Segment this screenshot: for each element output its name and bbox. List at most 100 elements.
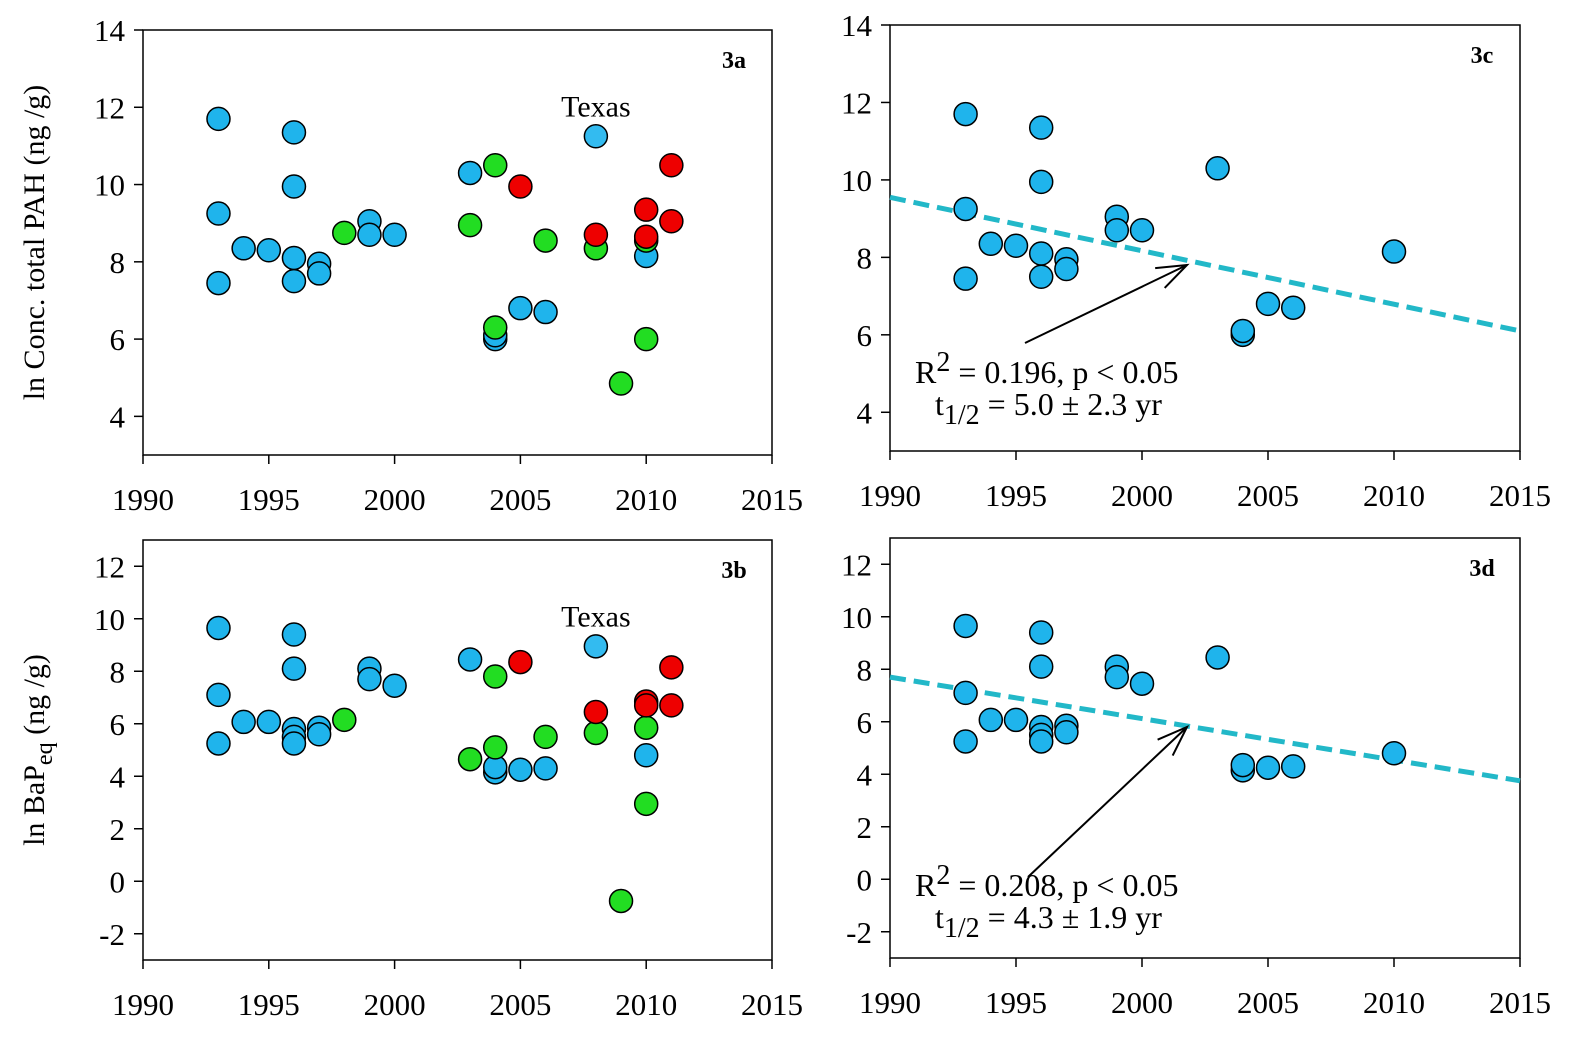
data-point: [953, 101, 978, 127]
data-point: [1028, 654, 1054, 679]
plot-frame: [142, 29, 773, 456]
data-point: [332, 707, 357, 733]
y-tick-label: 10: [841, 163, 872, 198]
data-point: [953, 196, 978, 222]
data-point: [533, 724, 558, 750]
y-tick-label: 8: [110, 245, 126, 280]
data-point: [482, 664, 508, 689]
plot-frame: [889, 24, 1521, 452]
y-axis-label: ln Conc. total PAH (ng /g): [18, 85, 51, 401]
stat-annotation-part: 2: [936, 347, 950, 378]
x-tick-label: 1995: [985, 985, 1047, 1020]
x-tick-label: 2000: [364, 987, 426, 1022]
stat-annotation-part: = 5.0 ± 2.3 yr: [988, 386, 1163, 422]
data-point: [508, 757, 533, 782]
data-point: [1129, 218, 1155, 243]
data-point: [281, 245, 307, 271]
data-point: [1104, 218, 1130, 243]
data-point: [357, 222, 382, 248]
plot-frame: [142, 539, 773, 961]
data-point: [1255, 755, 1281, 780]
data-point: [482, 735, 508, 760]
y-tick-label: 12: [94, 549, 125, 584]
data-point: [1205, 156, 1230, 181]
x-tick-label: 2005: [489, 987, 551, 1022]
data-point: [1129, 671, 1155, 696]
data-point: [533, 756, 558, 781]
data-point: [382, 673, 407, 698]
data-point: [482, 152, 508, 178]
data-point: [206, 682, 231, 708]
y-tick-label: 6: [110, 707, 126, 742]
x-tick-label: 1990: [859, 985, 921, 1020]
y-axis-label: ln BaPeq (ng /g): [18, 654, 58, 846]
data-point: [206, 201, 231, 226]
panel-label: 3d: [1469, 556, 1495, 582]
data-point: [583, 124, 609, 149]
data-point: [953, 613, 978, 639]
y-tick-label: -2: [99, 917, 125, 952]
data-point: [231, 236, 256, 261]
stat-annotation-part: R: [915, 354, 937, 390]
data-point: [608, 371, 634, 396]
data-point: [1054, 256, 1079, 282]
x-tick-label: 2015: [741, 482, 803, 517]
plot-frame: [889, 537, 1521, 959]
y-tick-label: 4: [110, 399, 126, 434]
point-annotation: Texas: [561, 90, 631, 123]
data-point: [1003, 233, 1029, 258]
data-point: [633, 224, 659, 249]
data-point: [1381, 741, 1407, 766]
y-axis-label-part: (ng /g): [18, 654, 51, 742]
stat-annotation-part: 1/2: [944, 400, 980, 431]
x-tick-label: 1995: [238, 482, 300, 517]
data-point: [1280, 295, 1306, 320]
y-tick-label: 4: [857, 395, 873, 430]
stat-annotation-part: t: [935, 386, 944, 422]
x-tick-label: 2005: [1237, 985, 1299, 1020]
x-tick-label: 1990: [112, 987, 174, 1022]
data-point: [1028, 264, 1054, 289]
data-point: [281, 622, 307, 647]
x-tick-label: 2015: [741, 987, 803, 1022]
data-point: [978, 707, 1004, 733]
data-point: [978, 231, 1004, 257]
data-point: [583, 634, 609, 659]
stat-annotation-part: R: [915, 867, 937, 903]
y-axis-label-part: ln Conc. total PAH (ng /g): [18, 85, 51, 401]
data-point: [633, 743, 659, 768]
y-tick-label: 8: [857, 240, 873, 275]
stat-annotation-part: = 0.196, p < 0.05: [958, 354, 1178, 390]
stat-annotation-part: 1/2: [944, 913, 980, 944]
data-point: [281, 731, 307, 756]
y-tick-label: 8: [857, 652, 873, 687]
data-point: [659, 655, 684, 680]
y-tick-label: 12: [94, 90, 125, 125]
stat-annotation-part: 2: [936, 860, 950, 891]
data-point: [633, 326, 659, 352]
data-point: [533, 299, 558, 325]
data-point: [1104, 664, 1130, 690]
arrow-shaft: [1024, 264, 1188, 344]
point-annotation: Texas: [561, 600, 631, 633]
data-point: [206, 106, 231, 132]
trend-line: [889, 674, 1521, 784]
x-tick-label: 1995: [985, 478, 1047, 513]
data-point: [583, 699, 609, 725]
y-tick-label: 0: [857, 862, 873, 897]
data-point: [457, 160, 483, 186]
y-tick-label: 4: [857, 757, 873, 792]
data-point: [508, 649, 533, 675]
x-tick-label: 2015: [1489, 478, 1551, 513]
data-point: [457, 212, 483, 238]
y-axis-label-part: ln BaP: [18, 765, 51, 846]
y-axis-label-part: eq: [32, 742, 58, 765]
x-tick-label: 2000: [1111, 985, 1173, 1020]
data-point: [1028, 729, 1054, 754]
y-tick-label: 8: [110, 654, 126, 689]
stat-annotation-part: t: [935, 899, 944, 935]
arrow-head: [1155, 263, 1190, 289]
stat-annotation: R2 = 0.208, p < 0.05: [915, 860, 1178, 903]
data-point: [953, 680, 978, 706]
stat-annotation: t1/2 = 4.3 ± 1.9 yr: [935, 899, 1162, 944]
